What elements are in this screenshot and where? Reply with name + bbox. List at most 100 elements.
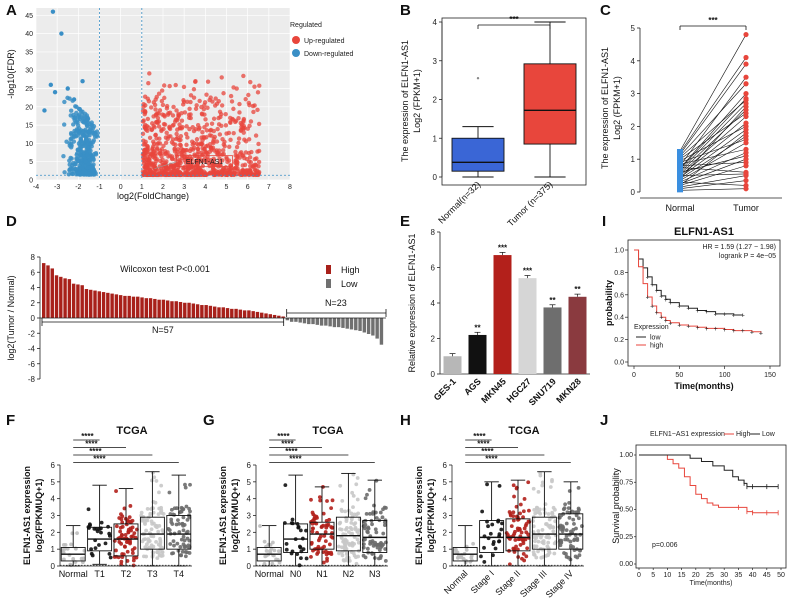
km-curve-high — [639, 454, 779, 514]
up-regulated-point — [217, 148, 222, 153]
box-t4-point — [174, 522, 179, 527]
box-stage-i-point — [497, 539, 502, 543]
box-t4-point — [168, 542, 173, 546]
down-regulated-point — [74, 128, 80, 133]
low-bar — [366, 318, 371, 335]
bar-snu719 — [543, 307, 562, 374]
box-stage-iv-point — [560, 524, 565, 529]
up-regulated-point — [256, 159, 262, 165]
up-regulated-point — [191, 87, 197, 92]
high-bar — [97, 291, 101, 318]
box-normal-point — [70, 531, 75, 536]
box-t4-point — [171, 539, 176, 544]
up-regulated-point — [236, 140, 241, 146]
box-t3-point — [160, 550, 165, 554]
down-regulated-point — [78, 138, 84, 144]
up-regulated-point — [162, 83, 167, 88]
up-regulated-point — [228, 115, 233, 121]
box-t4-point — [188, 509, 192, 514]
low-bar — [358, 318, 362, 331]
box-stage-iv-point — [567, 515, 572, 520]
box-t3-point — [152, 521, 156, 526]
box-stage-iii-point — [548, 485, 553, 489]
up-regulated-point — [232, 166, 238, 171]
box-stage-ii-point — [511, 518, 516, 523]
box-n2-point — [338, 527, 342, 532]
up-regulated-point — [257, 83, 262, 88]
high-bar — [110, 293, 114, 318]
up-regulated-point — [234, 159, 240, 164]
significance-label-e: *** — [498, 243, 508, 252]
up-regulated-point — [228, 137, 233, 143]
box-n3-point — [383, 559, 388, 563]
up-regulated-point — [163, 165, 169, 170]
box-n2-point — [344, 526, 349, 530]
box-t4-point — [183, 544, 187, 549]
panel-b-y-tick-label: 0 — [433, 173, 438, 182]
panel-j-x-label: Time(months) — [690, 580, 733, 587]
panel-f-y-tick-label: 1 — [51, 545, 56, 554]
panel-letter-e: E — [400, 213, 410, 230]
box-stage-iv-point — [558, 540, 563, 545]
up-regulated-point — [156, 111, 161, 116]
up-regulated-point — [242, 170, 247, 175]
up-regulated-point — [174, 131, 179, 137]
box-t2-point — [123, 532, 128, 537]
tumor-point — [743, 182, 749, 189]
panel-i-y-tick-label: 0.0 — [614, 360, 624, 367]
tumor-point — [743, 31, 749, 38]
box-t4-point — [187, 515, 192, 520]
normal-point — [677, 173, 683, 178]
box-t2-point — [130, 548, 135, 552]
up-regulated-point — [143, 110, 148, 115]
down-regulated-point — [87, 138, 92, 143]
up-regulated-point — [229, 99, 235, 104]
up-regulated-point — [201, 134, 206, 140]
box-t2-point — [126, 529, 131, 534]
up-regulated-point — [161, 121, 167, 127]
panel-b-y-tick-label: 4 — [433, 18, 438, 27]
up-regulated-point — [188, 172, 194, 178]
high-bar — [131, 296, 136, 318]
censor-mark: + — [741, 328, 745, 335]
low-bar — [371, 318, 375, 336]
up-regulated-point — [151, 149, 156, 154]
panel-f-y-tick-label: 4 — [51, 495, 56, 504]
panel-h-y-tick-label: 5 — [443, 478, 448, 487]
up-regulated-point — [165, 112, 171, 117]
up-regulated-point — [188, 93, 194, 98]
up-regulated-point — [153, 107, 158, 112]
high-bar — [71, 283, 76, 318]
box-t4-point — [174, 506, 179, 511]
box-t2-point — [129, 534, 134, 539]
box-stage-iii-point — [552, 541, 557, 546]
significance-label-c: *** — [708, 16, 718, 25]
box-stage-iii-point — [531, 519, 535, 523]
down-regulated-point — [94, 129, 100, 134]
panel-i-x-tick-label: 0 — [632, 372, 636, 379]
up-regulated-point — [236, 116, 241, 121]
box-stage-ii-point — [525, 546, 530, 551]
down-regulated-point — [78, 144, 84, 150]
up-regulated-point — [154, 158, 159, 164]
paired-line — [679, 155, 747, 173]
panel-c-y-label-line1: The expression of ELFN1-AS1 — [600, 47, 610, 169]
up-regulated-point — [181, 147, 186, 153]
box-t2-box — [113, 523, 139, 557]
box-stage-iv-point — [562, 506, 567, 510]
significance-label: **** — [285, 447, 298, 456]
high-bar — [191, 303, 196, 318]
high-bar — [63, 278, 67, 318]
box-normal-point — [471, 541, 476, 546]
tumor-point — [743, 177, 749, 184]
high-bar — [127, 295, 131, 318]
box-n1-point — [317, 536, 322, 541]
down-regulated-point — [89, 122, 95, 128]
up-regulated-point — [256, 164, 261, 169]
box-n1-point — [311, 548, 315, 553]
up-regulated-point — [246, 92, 251, 98]
km-plot-j: 0.00 0.25 0.50 0.75 1.00 0 5 10 15 20 25 30 35 40 45 50… — [611, 431, 787, 587]
significance-label: **** — [281, 440, 294, 449]
box-t3-point — [149, 534, 154, 538]
